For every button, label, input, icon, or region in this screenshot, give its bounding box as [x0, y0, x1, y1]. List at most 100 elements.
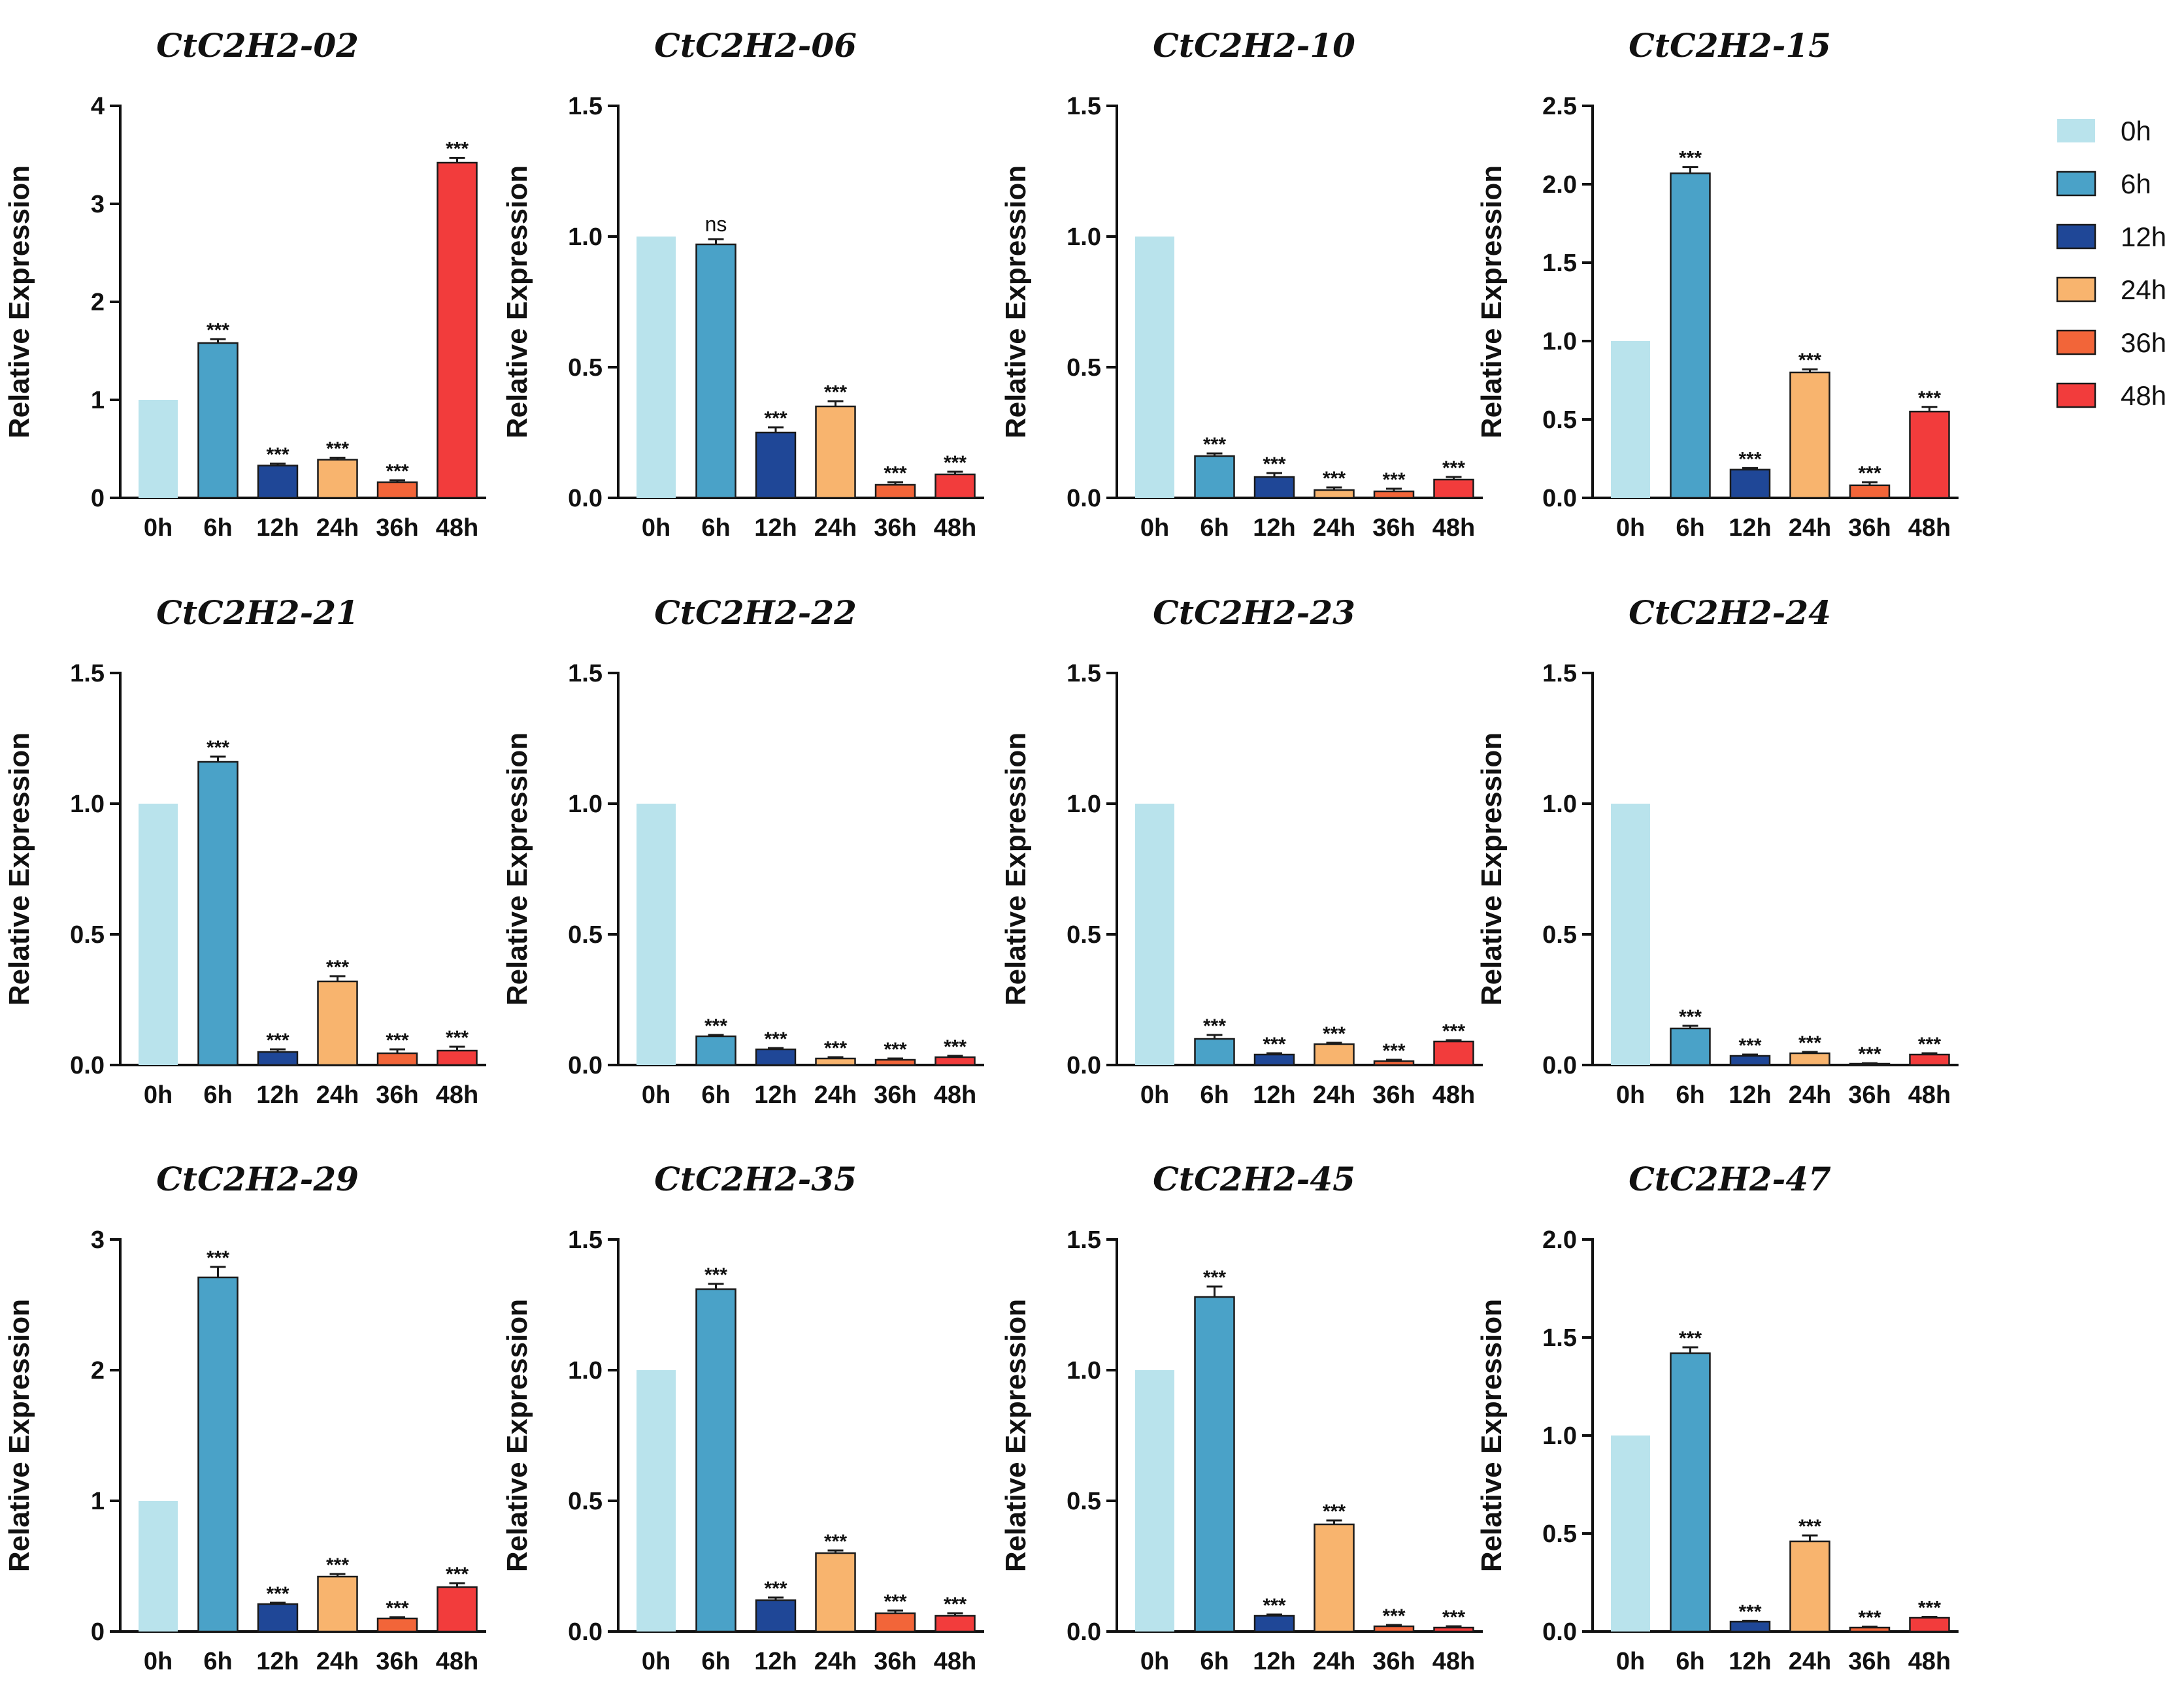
y-tick-label: 0.0	[568, 1052, 603, 1079]
bar-36h	[1373, 490, 1415, 499]
bar-24h	[317, 459, 358, 499]
significance-label: ***	[1679, 148, 1702, 169]
x-tick-label: 12h	[754, 1648, 797, 1675]
panel-ctc2h2-02: CtC2H2-02 Relative Expression 0 1 2 3 4 0h *** 6h…	[3, 26, 486, 542]
x-tick-label: 6h	[701, 514, 730, 542]
bar-6h	[1194, 1296, 1235, 1633]
panel-ctc2h2-10: CtC2H2-10 Relative Expression 0.0 0.5 1.0 1.5…	[1000, 26, 1483, 542]
bar-6h	[1670, 1027, 1711, 1066]
x-tick-label: 24h	[1313, 1648, 1355, 1675]
y-tick-label: 2.0	[1542, 1226, 1577, 1254]
bar-48h	[935, 1615, 976, 1633]
bar-48h	[1909, 410, 1950, 499]
y-tick-label: 1.5	[1067, 93, 1101, 120]
y-tick-label: 0.5	[1542, 921, 1577, 949]
panel-title: CtC2H2-15	[1629, 26, 1831, 65]
y-tick-label: 0.5	[1542, 406, 1577, 434]
x-tick-label: 12h	[1253, 1648, 1295, 1675]
x-tick-label: 48h	[1908, 1648, 1951, 1675]
bar-24h	[1314, 489, 1355, 499]
bar-0h	[637, 1370, 676, 1632]
legend-swatch-24h	[2056, 276, 2096, 303]
significance-label: ***	[386, 461, 408, 482]
panel-ctc2h2-23: CtC2H2-23 Relative Expression 0.0 0.5 1.0 1.5…	[1000, 593, 1483, 1109]
x-tick-label: 0h	[1616, 1648, 1645, 1675]
y-tick-label: 1.0	[1067, 1357, 1101, 1385]
bar-24h	[815, 1552, 856, 1633]
significance-label: ***	[1738, 1601, 1761, 1623]
bar-6h	[1670, 1352, 1711, 1633]
y-tick-label: 0.5	[70, 921, 105, 949]
y-tick-label: 0.5	[568, 921, 603, 949]
significance-label: ***	[1858, 463, 1881, 484]
y-tick-label: 0.5	[1067, 1488, 1101, 1515]
x-tick-label: 6h	[1200, 514, 1229, 542]
x-tick-label: 12h	[1253, 1081, 1295, 1109]
legend: 0h 6h 12h 24h 36h 48h	[2056, 116, 2166, 411]
x-tick-label: 6h	[1200, 1081, 1229, 1109]
y-tick-label: 0.0	[568, 485, 603, 512]
bar-36h	[1373, 1625, 1415, 1633]
x-tick-label: 12h	[754, 1081, 797, 1109]
x-tick-label: 36h	[874, 514, 916, 542]
significance-label: ***	[1263, 453, 1285, 475]
significance-label: ***	[326, 1554, 349, 1576]
y-tick-label: 1.0	[1067, 791, 1101, 818]
legend-swatch-6h	[2056, 171, 2096, 197]
bar-24h	[1314, 1043, 1355, 1066]
bar-12h	[1729, 468, 1771, 499]
panel-ctc2h2-24: CtC2H2-24 Relative Expression 0.0 0.5 1.0 1.5…	[1476, 593, 1959, 1109]
significance-label: ***	[764, 408, 787, 429]
y-tick-label: 0.0	[1542, 485, 1577, 512]
y-tick-label: 1.5	[568, 93, 603, 120]
significance-label: ***	[266, 1583, 289, 1605]
significance-label: ***	[1798, 1032, 1821, 1054]
bar-24h	[1789, 1540, 1830, 1633]
panel-ctc2h2-47: CtC2H2-47 Relative Expression 0.0 0.5 1.0 1.5…	[1476, 1160, 1959, 1675]
x-tick-label: 48h	[934, 1648, 976, 1675]
y-tick-label: 1.5	[1067, 1226, 1101, 1254]
bar-0h	[1135, 237, 1174, 498]
significance-label: ***	[1323, 1501, 1346, 1522]
x-tick-label: 6h	[1676, 1081, 1704, 1109]
bar-0h	[1611, 804, 1650, 1065]
x-tick-label: 36h	[376, 1648, 418, 1675]
bar-36h	[874, 1612, 916, 1633]
y-axis-label: Relative Expression	[3, 165, 35, 438]
significance-label: ***	[446, 1027, 469, 1049]
x-tick-label: 0h	[144, 514, 173, 542]
bar-6h	[695, 243, 736, 499]
y-axis-label: Relative Expression	[1000, 1299, 1032, 1572]
significance-label: ***	[704, 1264, 727, 1286]
bar-0h	[1611, 341, 1650, 498]
y-axis-label: Relative Expression	[501, 732, 533, 1006]
x-tick-label: 36h	[1848, 1081, 1891, 1109]
panel-title: CtC2H2-23	[1153, 593, 1355, 632]
significance-label: ***	[1442, 457, 1465, 479]
bar-12h	[257, 1603, 299, 1633]
y-tick-label: 1.5	[1542, 1324, 1577, 1352]
bar-6h	[197, 761, 239, 1066]
bar-12h	[1253, 1615, 1295, 1633]
legend-label-48h: 48h	[2121, 380, 2166, 411]
bar-0h	[637, 804, 676, 1065]
bar-36h	[874, 1058, 916, 1066]
bar-24h	[317, 1575, 358, 1633]
significance-label: ***	[207, 320, 229, 341]
y-tick-label: 0.0	[1542, 1618, 1577, 1646]
bar-6h	[695, 1288, 736, 1633]
x-tick-label: 48h	[1908, 514, 1951, 542]
x-tick-label: 48h	[436, 1081, 478, 1109]
significance-label: ***	[824, 382, 847, 403]
x-tick-label: 6h	[701, 1648, 730, 1675]
significance-label: ***	[824, 1531, 847, 1552]
x-tick-label: 6h	[1676, 1648, 1704, 1675]
significance-label: ***	[1918, 1598, 1941, 1619]
y-tick-label: 2.0	[1542, 171, 1577, 199]
x-tick-label: 12h	[1253, 514, 1295, 542]
legend-swatch-12h	[2056, 223, 2096, 250]
y-tick-label: 1.0	[568, 223, 603, 251]
significance-label: ***	[266, 444, 289, 466]
x-tick-label: 36h	[376, 514, 418, 542]
